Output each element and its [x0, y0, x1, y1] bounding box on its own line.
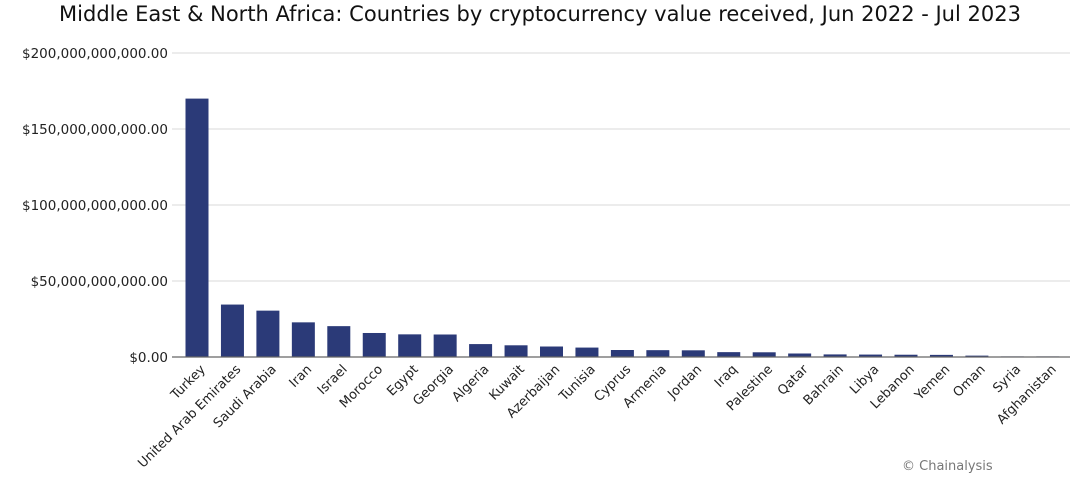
y-tick-label: $150,000,000,000.00: [22, 122, 168, 138]
bar-jordan: [681, 350, 705, 357]
y-tick-label: $50,000,000,000.00: [31, 274, 168, 290]
bar-iraq: [717, 352, 741, 357]
bar-kuwait: [504, 345, 528, 357]
bar-iran: [291, 322, 315, 357]
bar-lebanon: [894, 354, 918, 357]
bar-palestine: [752, 352, 776, 357]
x-tick-label: Jordan: [665, 362, 706, 403]
gridlines: [172, 52, 1070, 282]
x-tick-label: Iraq: [712, 362, 741, 391]
x-tick-label: Yemen: [911, 362, 953, 404]
y-axis-ticks: $0.00 $50,000,000,000.00 $100,000,000,000.…: [22, 46, 168, 366]
x-tick-label: Oman: [950, 362, 988, 400]
bar-turkey: [185, 98, 209, 357]
bar-morocco: [362, 332, 386, 357]
y-tick-label: $100,000,000,000.00: [22, 198, 168, 214]
y-tick-label: $0.00: [129, 350, 168, 366]
bar-cyprus: [610, 350, 634, 357]
bar-bahrain: [823, 354, 847, 357]
bar-azerbaijan: [540, 346, 563, 357]
bar-qatar: [788, 353, 812, 357]
chart-title: Middle East & North Africa: Countries by…: [59, 2, 1021, 26]
y-tick-label: $200,000,000,000.00: [22, 46, 168, 62]
bar-saudi-arabia: [256, 310, 280, 357]
bar-egypt: [398, 334, 422, 357]
bar-georgia: [433, 334, 457, 357]
bar-oman: [965, 355, 989, 357]
bar-algeria: [469, 344, 493, 357]
bars: [185, 98, 1060, 357]
x-tick-label: Iran: [287, 362, 316, 391]
bar-libya: [859, 354, 883, 357]
x-tick-label: Algeria: [450, 362, 493, 405]
credit-text: © Chainalysis: [902, 459, 993, 474]
bar-united-arab-emirates: [220, 304, 244, 357]
x-tick-label: Saudi Arabia: [211, 362, 280, 431]
bar-armenia: [646, 350, 670, 357]
bar-israel: [327, 326, 351, 357]
bar-yemen: [929, 354, 953, 357]
bar-tunisia: [575, 347, 599, 357]
x-tick-label: Tunisia: [556, 362, 599, 405]
